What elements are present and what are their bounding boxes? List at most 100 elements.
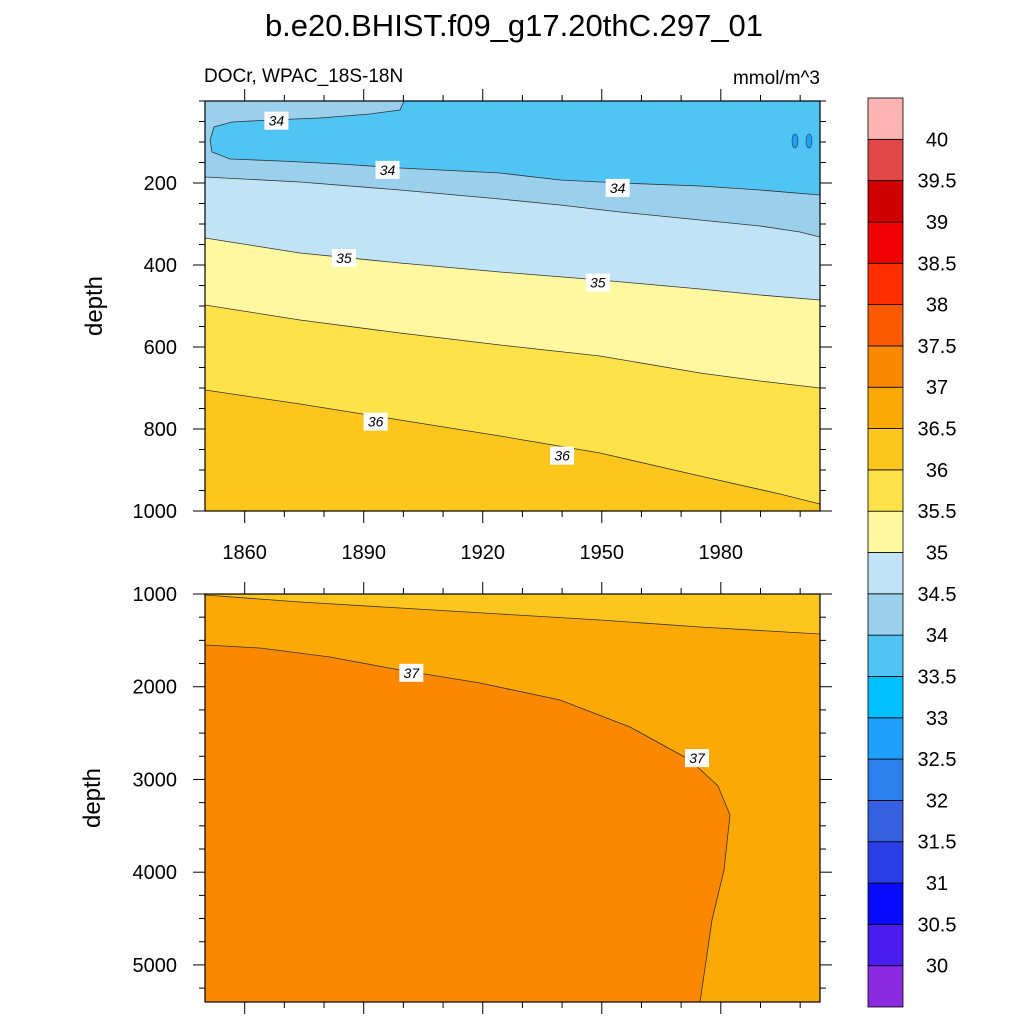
x-tick-label: 1890	[341, 542, 386, 564]
top-subtitle-units: mmol/m^3	[733, 68, 820, 89]
colorbar-swatch	[867, 841, 904, 884]
contour-label: 34	[605, 178, 630, 197]
top-panel: 34 34 34 35 35 36 36 200 400 600 800 1000 1860 1890…	[81, 89, 832, 564]
bottom-contour-lines	[205, 594, 820, 1002]
bottom-contour-fill	[205, 594, 820, 1002]
contour-label-box	[363, 412, 388, 431]
x-tick-label: 1950	[580, 542, 625, 564]
colorbar-label: 38.5	[918, 253, 957, 275]
colorbar-label: 35.5	[918, 501, 957, 523]
colorbar-swatch	[867, 923, 904, 967]
top-contour-labels: 34 34 34 35 35 36 36	[264, 111, 630, 465]
y-tick-label: 1000	[133, 584, 178, 606]
colorbar-label: 34	[926, 625, 948, 647]
colorbar-swatch	[867, 469, 904, 512]
contour-label: 34	[264, 111, 289, 130]
contour-label-box	[605, 178, 630, 197]
colorbar-swatch	[867, 882, 904, 925]
colorbar-swatch	[867, 138, 904, 182]
contour-label: 35	[585, 273, 610, 292]
contour-label-box	[585, 273, 610, 292]
contour-label-text: 34	[269, 113, 285, 129]
colorbar-label: 30	[926, 956, 948, 978]
colorbar-swatch	[867, 676, 904, 719]
contour-label: 35	[331, 249, 356, 268]
contour-label: 36	[550, 446, 575, 465]
colorbar-swatch	[867, 345, 904, 388]
colorbar-label: 39	[926, 212, 948, 234]
colorbar-label: 30.5	[918, 914, 957, 936]
contour-label-text: 35	[590, 275, 606, 291]
contour-label-text: 37	[404, 665, 421, 681]
fill-band-36-sliver	[205, 594, 820, 634]
colorbar-swatch	[867, 965, 904, 1008]
colorbar-label: 33.5	[918, 666, 957, 688]
contour-label-box	[399, 663, 424, 682]
contour-label: 34	[375, 160, 400, 179]
colorbar-swatch	[867, 304, 904, 347]
contour-label-box	[550, 446, 575, 465]
colorbar-swatch	[867, 634, 904, 677]
top-subtitle-left: DOCr, WPAC_18S-18N	[204, 66, 403, 87]
contour-label: 37	[685, 749, 709, 768]
y-tick-label: 600	[144, 337, 177, 359]
colorbar-label: 32.5	[918, 749, 957, 771]
contour-label-text: 36	[368, 414, 384, 430]
contour-label-text: 34	[380, 162, 396, 178]
x-tick-label: 1860	[222, 542, 267, 564]
small-contour-blob	[805, 133, 813, 149]
colorbar-swatch	[867, 97, 904, 140]
colorbar-swatch	[867, 180, 904, 223]
colorbar-label: 37	[926, 377, 948, 399]
y-tick-label: 200	[144, 173, 177, 195]
contour-label-text: 35	[336, 250, 352, 266]
colorbar: 30 30.5 31 31.5 32 32.5 33 33.5 34 34.5 35 35.5 36 36…	[867, 97, 957, 1008]
bottom-y-ticks: 1000 2000 3000 4000 5000	[133, 584, 832, 989]
colorbar-label: 34.5	[918, 584, 957, 606]
y-tick-label: 2000	[133, 677, 178, 699]
top-y-ticks: 200 400 600 800 1000	[133, 100, 832, 523]
colorbar-swatch	[867, 593, 904, 636]
chart-title: b.e20.BHIST.f09_g17.20thC.297_01	[265, 8, 763, 43]
colorbar-swatch	[867, 717, 904, 760]
colorbar-swatch	[867, 386, 904, 429]
small-contour-blob	[791, 133, 799, 149]
top-contour-fill	[205, 101, 820, 511]
colorbar-swatch	[867, 262, 904, 305]
y-tick-label: 3000	[133, 769, 178, 791]
bottom-y-axis-label: depth	[79, 768, 106, 828]
colorbar-label: 37.5	[918, 336, 957, 358]
colorbar-label: 39.5	[918, 171, 957, 193]
bottom-panel: 37 37 1000 2000 3000 4000 5000 depth	[79, 582, 832, 1014]
contour-label: 37	[399, 663, 424, 682]
contour-label-text: 37	[689, 750, 706, 766]
colorbar-swatch	[867, 800, 904, 843]
colorbar-label: 35	[926, 543, 948, 565]
y-tick-label: 400	[144, 255, 177, 277]
colorbar-label: 32	[926, 790, 948, 812]
fill-band-33.5	[210, 101, 820, 195]
colorbar-swatch	[867, 428, 904, 471]
contour-label: 36	[363, 412, 388, 431]
x-tick-label: 1980	[699, 542, 744, 564]
y-tick-label: 800	[144, 419, 177, 441]
colorbar-swatch	[867, 510, 904, 553]
contour-label-box	[375, 160, 400, 179]
y-tick-label: 4000	[133, 862, 178, 884]
fill-band-37	[205, 645, 730, 1002]
colorbar-swatch	[867, 552, 904, 595]
contour-label-box	[331, 249, 356, 268]
contour-label-box	[264, 111, 289, 130]
colorbar-swatch	[867, 758, 904, 801]
colorbar-swatch	[867, 221, 904, 264]
y-tick-label: 1000	[133, 501, 178, 523]
colorbar-label: 31	[926, 873, 948, 895]
colorbar-label: 31.5	[918, 832, 957, 854]
contour-label-box	[685, 749, 709, 768]
bottom-contour-labels: 37 37	[399, 663, 709, 768]
top-y-axis-label: depth	[81, 276, 108, 336]
colorbar-label: 36.5	[918, 419, 957, 441]
contour-label-text: 36	[554, 448, 570, 464]
bottom-x-ticks	[244, 582, 801, 1014]
